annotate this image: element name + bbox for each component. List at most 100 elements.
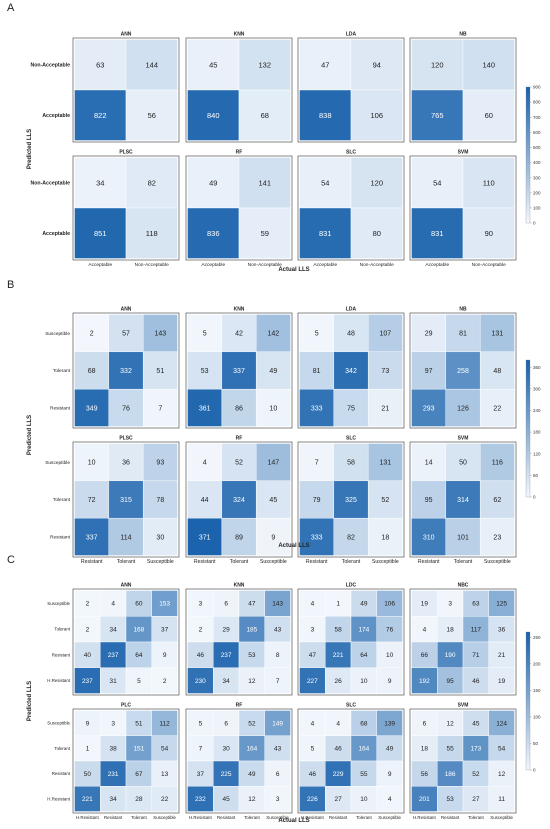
cell-value: 237 (108, 652, 119, 659)
x-tick-label: Tolerant (230, 559, 249, 565)
heatmap-cell (238, 710, 265, 736)
cell-value: 142 (267, 331, 279, 338)
y-tick-label: H.Resistant (47, 796, 70, 801)
heatmap-cell (376, 667, 403, 694)
cell-value: 45 (269, 497, 277, 504)
cell-value: 232 (195, 796, 206, 803)
cell-value: 237 (221, 652, 232, 659)
x-tick-label: Resistant (306, 559, 328, 565)
heatmap-cell (462, 39, 515, 91)
heatmap-cell (255, 443, 291, 482)
x-tick-label: Non-Acceptable (472, 262, 506, 268)
colorbar-tick-label: 0 (533, 768, 536, 773)
cell-value: 19 (421, 601, 429, 608)
matrix-title: KNN (234, 32, 245, 38)
cell-value: 40 (84, 652, 92, 659)
cell-value: 31 (110, 678, 118, 685)
heatmap-cell (255, 517, 291, 556)
heatmap-cell (238, 207, 291, 259)
cell-value: 54 (498, 746, 506, 753)
cell-value: 30 (156, 534, 164, 541)
heatmap-cell (325, 710, 352, 736)
cell-value: 46 (472, 678, 480, 685)
heatmap-cell (299, 735, 326, 762)
heatmap-cell (142, 443, 178, 482)
cell-value: 10 (360, 796, 368, 803)
heatmap-cell (238, 590, 265, 617)
heatmap-cell (151, 760, 178, 787)
matrix-title: LDA (346, 307, 357, 313)
x-tick-label: Non-Acceptable (248, 262, 282, 268)
x-tick-label: Susceptible (378, 815, 401, 820)
heatmap-cell (187, 388, 223, 427)
cell-value: 51 (135, 720, 143, 727)
cell-value: 68 (261, 111, 269, 120)
cell-value: 80 (373, 229, 381, 238)
cell-value: 78 (156, 497, 164, 504)
heatmap-cell (299, 517, 335, 556)
heatmap-cell (445, 443, 481, 482)
cell-value: 27 (472, 796, 480, 803)
heatmap-cell (255, 480, 291, 519)
matrix-title: SLC (346, 436, 356, 442)
panel-label: C (7, 554, 15, 566)
heatmap-cell (462, 667, 489, 694)
heatmap-cell (299, 786, 326, 812)
heatmap-cell (488, 786, 515, 812)
cell-value: 60 (485, 111, 493, 120)
x-tick-label: Resistant (329, 815, 348, 820)
cell-value: 120 (431, 60, 444, 69)
cell-value: 4 (111, 601, 115, 608)
colorbar-tick-label: 700 (533, 115, 541, 120)
heatmap-cell (333, 517, 369, 556)
x-tick-label: Susceptible (372, 559, 399, 565)
cell-value: 7 (276, 678, 280, 685)
heatmap-cell (151, 616, 178, 643)
cell-value: 231 (108, 771, 119, 778)
heatmap-cell (437, 735, 464, 762)
cell-value: 93 (156, 460, 164, 467)
matrix-svm: SVM 54 110 831 90 Acceptable Non-Acceptable (409, 150, 517, 268)
heatmap-cell (479, 517, 515, 556)
cell-value: 49 (360, 601, 368, 608)
cell-value: 14 (425, 460, 433, 467)
matrix-title: NB (459, 307, 467, 313)
cell-value: 4 (203, 460, 207, 467)
cell-value: 106 (384, 601, 395, 608)
y-tick-label: Tolerant (54, 627, 70, 632)
heatmap-cell (108, 314, 144, 353)
cell-value: 60 (135, 601, 143, 608)
cell-value: 117 (471, 626, 482, 633)
heatmap-cell (74, 89, 127, 141)
cell-value: 342 (345, 368, 357, 375)
heatmap-cell (74, 735, 101, 762)
colorbar-tick-label: 300 (533, 386, 541, 391)
heatmap-cell (299, 314, 335, 353)
cell-value: 42 (235, 331, 243, 338)
cell-value: 79 (313, 497, 321, 504)
cell-value: 12 (248, 796, 256, 803)
heatmap-cell (187, 786, 214, 812)
cell-value: 4 (388, 796, 392, 803)
cell-value: 822 (94, 111, 107, 120)
cell-value: 43 (274, 626, 282, 633)
heatmap-cell (479, 480, 515, 519)
cell-value: 71 (472, 652, 480, 659)
cell-value: 29 (223, 626, 231, 633)
heatmap-cell (142, 314, 178, 353)
cell-value: 3 (448, 601, 452, 608)
matrix-title: SVM (458, 150, 469, 156)
heatmap-cell (125, 157, 178, 209)
colorbar-tick-label: 360 (533, 365, 541, 370)
cell-value: 4 (423, 626, 427, 633)
cell-value: 63 (472, 601, 480, 608)
cell-value: 45 (223, 796, 231, 803)
cell-value: 47 (309, 652, 317, 659)
cell-value: 4 (336, 720, 340, 727)
heatmap-cell (264, 667, 291, 694)
cell-value: 332 (120, 368, 132, 375)
matrix-lda: LDA 47 94 838 106 (297, 32, 405, 143)
matrix-svm: SVM 14 50 116 95 314 62 310 101 23 Resistant Tolera… (409, 436, 517, 565)
cell-value: 34 (96, 178, 104, 187)
heatmap-cell (411, 786, 438, 812)
